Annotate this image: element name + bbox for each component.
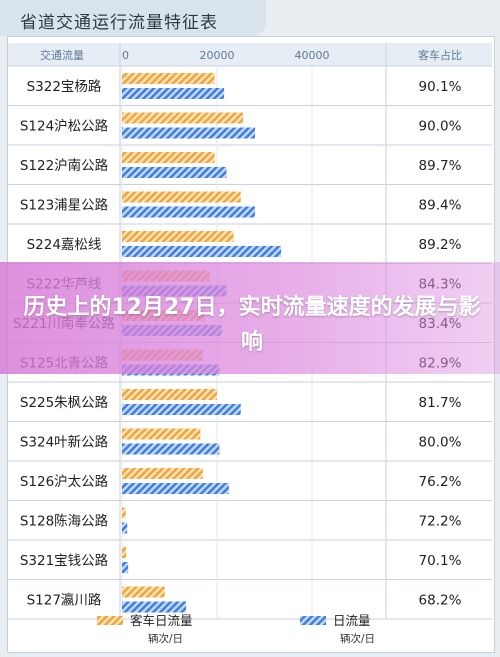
headline-text: 历史上的12月27日，实时流量速度的发展与影响 [23, 295, 481, 355]
road-name: S321宝钱公路 [20, 553, 109, 569]
bar-bus-flow [122, 231, 234, 242]
road-name: S225朱枫公路 [20, 395, 109, 411]
bus-ratio: 90.1% [419, 79, 462, 95]
x-tick-label: 40000 [295, 49, 330, 62]
road-name: S128陈海公路 [20, 512, 109, 529]
bar-daily-flow [122, 127, 255, 139]
bar-bus-flow [122, 507, 126, 519]
bar-bus-flow [122, 191, 241, 203]
bar-daily-flow [122, 522, 128, 534]
header-band [8, 43, 492, 66]
bar-daily-flow [122, 601, 187, 613]
bar-bus-flow [122, 428, 201, 440]
road-name: S124沪松公路 [20, 118, 109, 134]
bar-daily-flow [122, 404, 241, 415]
road-name: S127瀛川路 [27, 591, 102, 608]
x-header: 交通流量 [40, 48, 84, 62]
bus-ratio: 70.1% [419, 553, 462, 569]
bus-ratio: 72.2% [419, 513, 462, 529]
x-tick-label: 0 [122, 49, 129, 62]
bar-daily-flow [122, 206, 255, 218]
bus-ratio: 90.0% [419, 118, 462, 134]
bar-bus-flow [122, 586, 165, 598]
x-tick-label: 20000 [200, 49, 235, 62]
bus-ratio: 81.7% [419, 395, 462, 411]
bus-ratio: 80.0% [419, 434, 462, 450]
bar-daily-flow [122, 443, 220, 455]
headline-banner [0, 262, 500, 374]
road-name: S224嘉松线 [27, 237, 102, 253]
road-name: S126沪太公路 [20, 474, 109, 490]
bar-daily-flow [122, 562, 129, 573]
bar-bus-flow [122, 152, 215, 163]
bar-daily-flow [122, 246, 282, 257]
bus-ratio: 89.7% [419, 158, 462, 174]
bar-bus-flow [122, 547, 127, 558]
bar-bus-flow [122, 112, 244, 124]
page-title: 省道交通运行流量特征表 [20, 13, 218, 33]
bus-ratio: 68.2% [419, 592, 462, 608]
legend-unit-daily: 辆次/日 [340, 632, 375, 645]
road-name: S123浦星公路 [20, 197, 109, 213]
bar-bus-flow [122, 389, 217, 400]
bar-bus-flow [122, 73, 215, 84]
legend-unit-bus: 辆次/日 [148, 632, 183, 645]
bar-daily-flow [122, 167, 227, 178]
road-name: S322宝杨路 [27, 79, 102, 95]
road-name: S122沪南公路 [20, 158, 109, 174]
bar-daily-flow [122, 483, 229, 494]
bar-daily-flow [122, 88, 225, 99]
legend-label-daily: 日流量 [333, 613, 371, 628]
legend-swatch-bus [97, 616, 123, 625]
bar-bus-flow [122, 468, 203, 479]
legend-swatch-daily [300, 616, 326, 625]
bus-ratio: 89.2% [419, 237, 462, 253]
road-name: S324叶新公路 [20, 434, 109, 450]
title-tab: 省道交通运行流量特征表 [0, 0, 266, 36]
bus-ratio: 76.2% [419, 474, 462, 490]
bus-ratio: 89.4% [419, 197, 462, 213]
ratio-header: 客车占比 [418, 48, 462, 62]
legend-label-bus: 客车日流量 [130, 613, 193, 628]
